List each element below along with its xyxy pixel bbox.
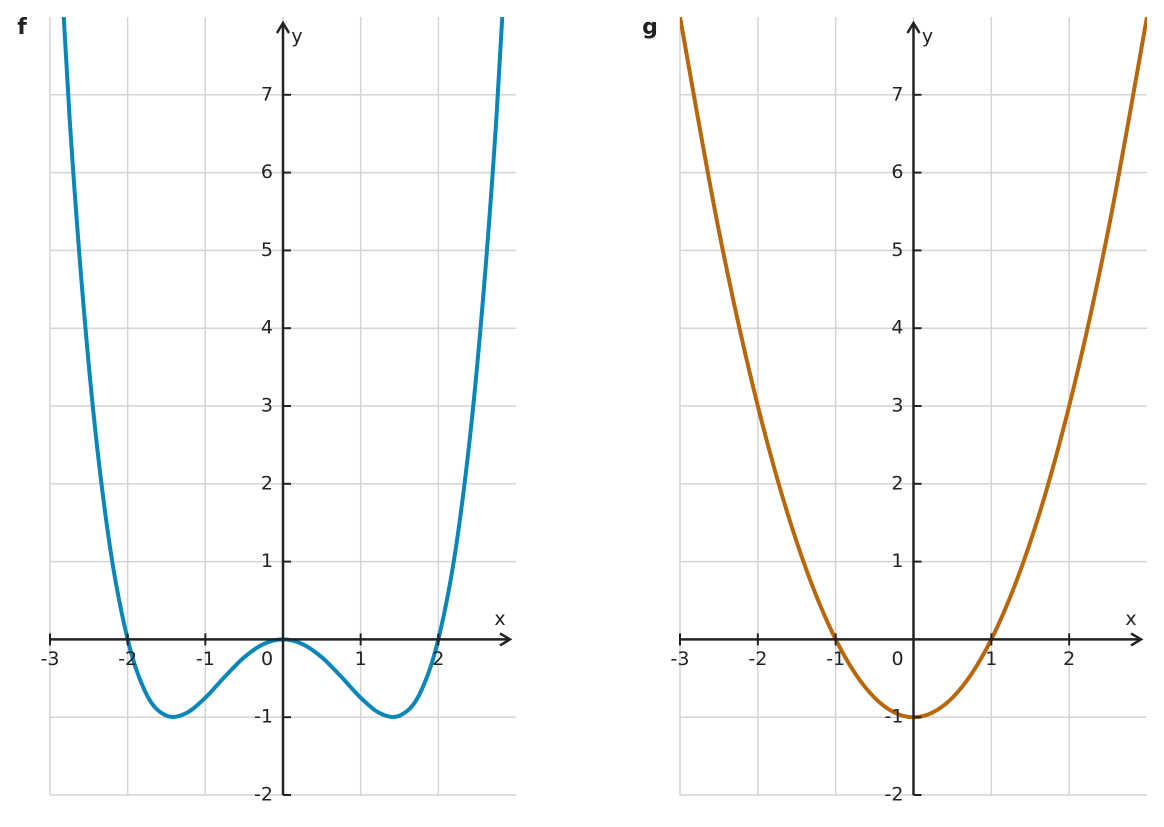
panel-label: f (17, 15, 27, 40)
y-tick-label: -2 (254, 784, 273, 806)
y-axis-arrow (906, 20, 921, 34)
x-axis-label: x (494, 608, 505, 630)
y-tick-label: -1 (885, 706, 904, 728)
x-tick-label: 0 (261, 648, 273, 670)
y-tick-label: 1 (261, 550, 273, 572)
y-axis-arrow (275, 20, 291, 34)
x-tick-label: -3 (671, 648, 690, 670)
y-tick-label: 4 (891, 317, 903, 339)
y-tick-label: 6 (891, 161, 903, 183)
x-tick-label: -2 (118, 648, 137, 670)
panel-label: g (642, 15, 658, 40)
x-axis-arrow (499, 632, 513, 647)
x-tick-label: -3 (41, 648, 60, 670)
x-tick-label: 0 (891, 648, 903, 670)
x-tick-label: -2 (748, 648, 767, 670)
y-tick-label: 7 (891, 83, 903, 105)
y-tick-label: 2 (891, 472, 903, 494)
y-tick-label: -1 (254, 706, 273, 728)
x-tick-label: 1 (985, 648, 997, 670)
y-axis-label: y (291, 26, 302, 48)
y-tick-label: -2 (885, 784, 904, 806)
x-tick-label: 2 (432, 648, 444, 670)
y-tick-label: 4 (261, 317, 273, 339)
y-tick-label: 6 (261, 161, 273, 183)
x-axis-label: x (1125, 608, 1136, 630)
y-tick-label: 2 (261, 472, 273, 494)
y-tick-label: 5 (891, 239, 903, 261)
y-tick-label: 3 (891, 395, 903, 417)
y-tick-label: 5 (261, 239, 273, 261)
y-tick-label: 7 (261, 83, 273, 105)
x-axis-arrow (1130, 632, 1144, 647)
x-tick-label: 2 (1063, 648, 1075, 670)
y-axis-label: y (922, 26, 933, 48)
x-tick-label: -1 (196, 648, 215, 670)
x-tick-label: 1 (355, 648, 367, 670)
y-tick-label: 3 (261, 395, 273, 417)
y-tick-label: 1 (891, 550, 903, 572)
x-tick-label: -1 (826, 648, 845, 670)
